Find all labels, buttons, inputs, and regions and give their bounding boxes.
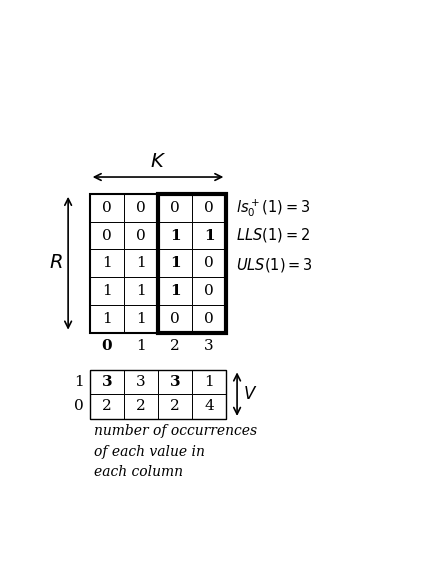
- Bar: [90, 369, 124, 394]
- Text: 1: 1: [170, 256, 180, 270]
- Text: 2: 2: [170, 399, 180, 413]
- Bar: [158, 194, 226, 333]
- Text: 1: 1: [136, 284, 146, 298]
- Bar: [90, 194, 124, 222]
- Text: $K$: $K$: [150, 153, 166, 171]
- Bar: [90, 277, 124, 305]
- Text: 1: 1: [102, 256, 112, 270]
- Bar: [90, 249, 124, 277]
- Bar: [192, 394, 226, 419]
- Text: 3: 3: [101, 375, 112, 389]
- Bar: [124, 249, 158, 277]
- Bar: [158, 194, 192, 222]
- Bar: [192, 222, 226, 249]
- Text: number of occurrences
of each value in
each column: number of occurrences of each value in e…: [94, 424, 257, 479]
- Text: 3: 3: [170, 375, 180, 389]
- Bar: [90, 194, 226, 333]
- Bar: [124, 394, 158, 419]
- Text: 0: 0: [102, 228, 112, 243]
- Bar: [192, 249, 226, 277]
- Text: 0: 0: [101, 339, 112, 352]
- Bar: [124, 222, 158, 249]
- Bar: [124, 194, 158, 222]
- Text: 0: 0: [204, 201, 214, 215]
- Bar: [124, 369, 158, 394]
- Text: 1: 1: [204, 228, 214, 243]
- Bar: [90, 394, 124, 419]
- Text: 1: 1: [136, 312, 146, 325]
- Text: 4: 4: [204, 399, 214, 413]
- Bar: [158, 394, 192, 419]
- Bar: [158, 222, 192, 249]
- Text: 0: 0: [204, 284, 214, 298]
- Text: 0: 0: [204, 312, 214, 325]
- Bar: [158, 277, 192, 305]
- Text: 2: 2: [170, 339, 180, 352]
- Text: 3: 3: [136, 375, 146, 389]
- Text: 0: 0: [170, 201, 180, 215]
- Bar: [158, 369, 192, 394]
- Text: 1: 1: [170, 284, 180, 298]
- Text: 1: 1: [136, 339, 146, 352]
- Bar: [158, 305, 192, 333]
- Text: 1: 1: [204, 375, 214, 389]
- Bar: [90, 369, 226, 419]
- Bar: [124, 277, 158, 305]
- Bar: [192, 305, 226, 333]
- Text: 1: 1: [74, 375, 84, 389]
- Text: $LLS(1) = 2$: $LLS(1) = 2$: [236, 226, 310, 244]
- Text: 0: 0: [136, 201, 146, 215]
- Text: $ls_0^+(1) = 3$: $ls_0^+(1) = 3$: [236, 197, 310, 219]
- Bar: [158, 249, 192, 277]
- Text: $V$: $V$: [242, 386, 257, 403]
- Bar: [192, 194, 226, 222]
- Bar: [192, 277, 226, 305]
- Text: 0: 0: [102, 201, 112, 215]
- Text: 1: 1: [170, 228, 180, 243]
- Bar: [192, 369, 226, 394]
- Text: 0: 0: [136, 228, 146, 243]
- Text: 0: 0: [204, 256, 214, 270]
- Text: 1: 1: [136, 256, 146, 270]
- Bar: [90, 222, 124, 249]
- Text: 0: 0: [74, 399, 84, 413]
- Bar: [90, 305, 124, 333]
- Bar: [124, 305, 158, 333]
- Text: 1: 1: [102, 312, 112, 325]
- Text: $R$: $R$: [49, 254, 63, 272]
- Text: 0: 0: [170, 312, 180, 325]
- Text: 1: 1: [102, 284, 112, 298]
- Text: $ULS(1) = 3$: $ULS(1) = 3$: [236, 255, 313, 274]
- Text: 3: 3: [204, 339, 214, 352]
- Text: 2: 2: [136, 399, 146, 413]
- Text: 2: 2: [102, 399, 112, 413]
